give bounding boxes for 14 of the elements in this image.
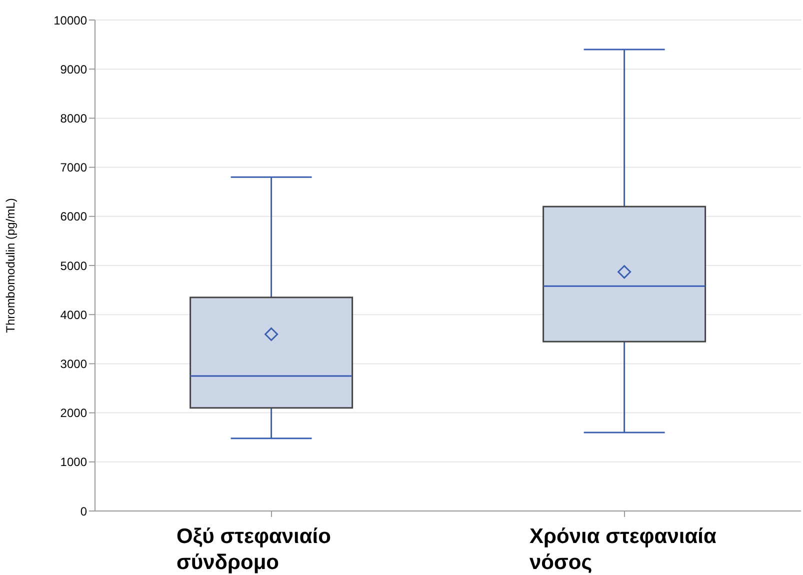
y-axis-title: Thrombomodulin (pg/mL) bbox=[3, 198, 18, 333]
y-tick-label: 8000 bbox=[60, 111, 88, 126]
y-tick-label: 10000 bbox=[54, 13, 88, 28]
y-tick-label: 9000 bbox=[60, 62, 88, 76]
x-tick-label: Οξύ στεφανιαίο σύνδρομο bbox=[176, 525, 331, 574]
y-tick-label: 6000 bbox=[60, 210, 88, 224]
y-tick-label: 4000 bbox=[60, 308, 88, 322]
y-tick-label: 3000 bbox=[60, 356, 88, 371]
y-tick-label: 5000 bbox=[60, 258, 88, 273]
y-tick-label: 2000 bbox=[60, 406, 88, 420]
y-tick-label: 7000 bbox=[60, 160, 88, 175]
x-tick-label: Χρόνια στεφανιαία νόσος bbox=[530, 525, 716, 574]
y-tick-label: 1000 bbox=[60, 455, 88, 470]
y-tick-label: 0 bbox=[80, 504, 88, 518]
